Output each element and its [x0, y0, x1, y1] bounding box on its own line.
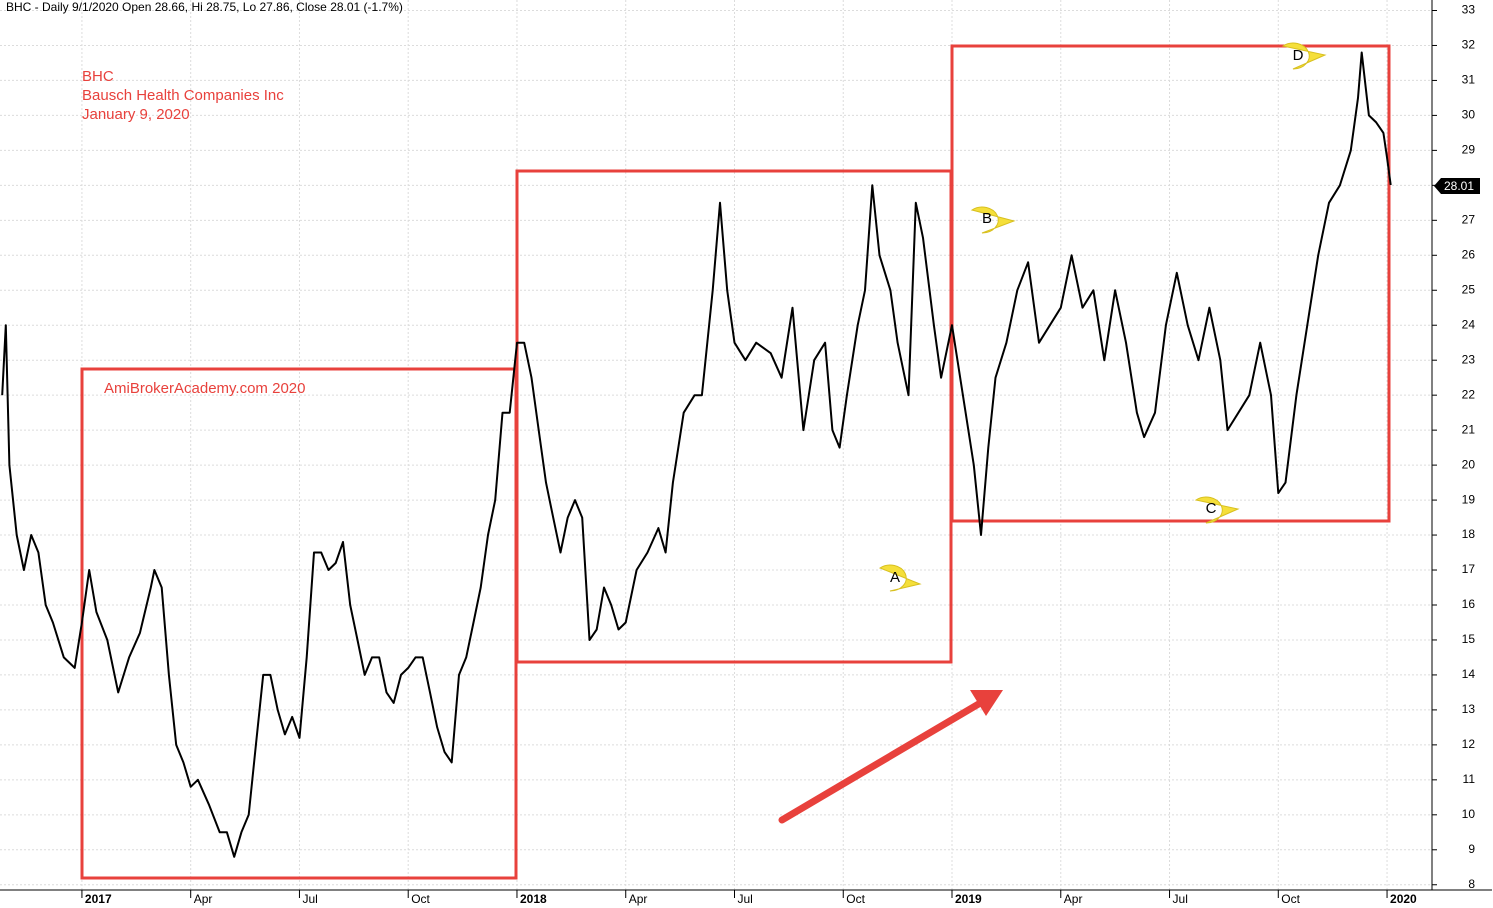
y-tick-label: 29: [1462, 143, 1476, 157]
y-tick-label: 13: [1462, 702, 1476, 716]
y-tick-label: 8: [1468, 877, 1475, 891]
x-tick-label: Apr: [1064, 892, 1083, 906]
y-tick-label: 19: [1462, 492, 1476, 506]
y-tick-label: 27: [1462, 212, 1476, 226]
arrow-head: [970, 690, 1003, 716]
x-tick-label: Oct: [411, 892, 430, 906]
y-tick-label: 11: [1463, 772, 1476, 786]
y-tick-label: 17: [1462, 562, 1476, 576]
y-tick-label: 26: [1462, 247, 1476, 261]
y-tick-label: 25: [1462, 282, 1476, 296]
x-tick-label: Jul: [302, 892, 317, 906]
x-tick-label: 2020: [1390, 892, 1417, 906]
callout: [1281, 42, 1327, 70]
y-tick-label: 21: [1462, 422, 1476, 436]
x-tick-label: 2017: [85, 892, 112, 906]
chart-title: BHC - Daily 9/1/2020 Open 28.66, Hi 28.7…: [6, 0, 403, 14]
price-line: [1, 51, 1392, 858]
y-tick-label: 20: [1462, 457, 1476, 471]
x-tick-label: Apr: [194, 892, 213, 906]
callouts: A B C D: [878, 42, 1327, 592]
last-price-label: 28.01: [1444, 179, 1474, 193]
callout-label: C: [1206, 500, 1217, 517]
callout: [1194, 496, 1240, 524]
box: [950, 44, 1391, 523]
arrow: [778, 690, 1003, 824]
annotation: Bausch Health Companies Inc: [82, 87, 284, 104]
y-tick-label: 15: [1462, 632, 1476, 646]
y-tick-label: 22: [1462, 387, 1476, 401]
annotation: January 9, 2020: [82, 106, 190, 123]
grid: [0, 0, 1432, 890]
callout: [970, 206, 1016, 234]
y-tick-label: 31: [1462, 73, 1476, 87]
last-price-box: [1434, 178, 1480, 194]
y-tick-label: 23: [1462, 352, 1476, 366]
annotation: AmiBrokerAcademy.com 2020: [104, 380, 305, 397]
callout-label: B: [982, 210, 992, 227]
callout-label: A: [890, 569, 900, 586]
last-price: 28.01: [1434, 178, 1480, 194]
y-tick-label: 9: [1468, 842, 1475, 856]
callout: [878, 564, 922, 592]
annotation: BHC: [82, 68, 114, 85]
x-tick-label: Apr: [629, 892, 648, 906]
y-tick-label: 14: [1462, 667, 1476, 681]
arrow-shaft: [778, 698, 986, 824]
y-tick-label: 16: [1462, 597, 1476, 611]
y-tick-label: 33: [1462, 3, 1476, 17]
y-tick-label: 30: [1462, 108, 1476, 122]
x-tick-label: 2018: [520, 892, 547, 906]
x-tick-label: 2019: [955, 892, 982, 906]
x-tick-label: Jul: [737, 892, 752, 906]
x-tick-label: Oct: [846, 892, 865, 906]
y-tick-label: 24: [1462, 317, 1476, 331]
x-tick-label: Jul: [1173, 892, 1188, 906]
y-tick-label: 18: [1462, 527, 1476, 541]
y-tick-label: 12: [1462, 737, 1476, 751]
y-tick-label: 10: [1462, 807, 1476, 821]
callout-label: D: [1293, 47, 1304, 64]
boxes: [80, 44, 1391, 880]
x-tick-label: Oct: [1281, 892, 1300, 906]
y-tick-label: 32: [1462, 38, 1476, 52]
